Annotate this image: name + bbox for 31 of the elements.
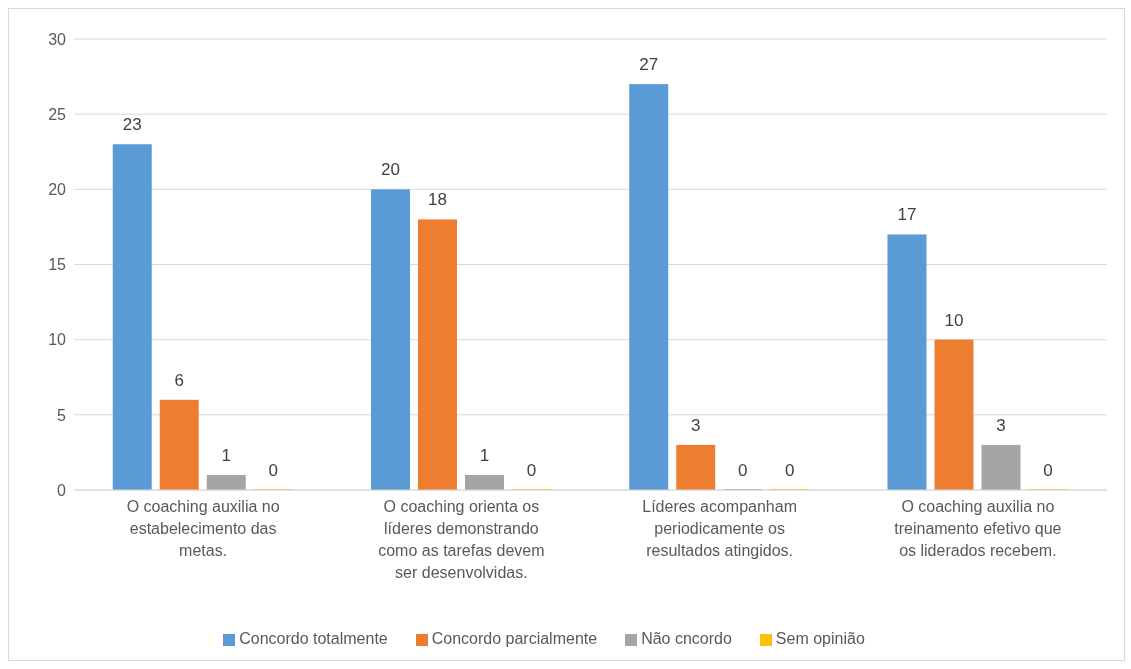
legend-label: Sem opinião: [775, 630, 865, 647]
y-tick-label: 15: [48, 256, 67, 274]
data-label: 17: [897, 205, 917, 225]
data-label: 1: [221, 445, 231, 465]
y-tick-label: 25: [48, 105, 67, 123]
legend-label: Concordo totalmente: [239, 630, 388, 647]
data-label: 0: [1043, 461, 1053, 480]
data-label: 27: [639, 55, 659, 75]
data-label: 18: [428, 190, 447, 210]
y-tick-label: 0: [57, 481, 67, 499]
legend-label: Concordo parcialmente: [431, 630, 598, 647]
data-label: 0: [785, 461, 795, 480]
y-tick-label: 10: [48, 331, 67, 349]
data-label: 3: [691, 415, 701, 435]
data-label: 23: [122, 115, 142, 135]
x-tick-label: O coaching auxilia no treinamento efetivo que os liderados recebem.: [894, 498, 1062, 559]
data-label: 10: [944, 310, 964, 330]
data-label: 3: [996, 415, 1006, 435]
x-tick-label: Líderes acompanham periodicamente os resultados atingidos.: [642, 498, 798, 559]
data-label: 0: [526, 461, 537, 480]
data-label: 0: [268, 461, 278, 480]
x-tick-label: O coaching auxilia no estabelecimento das metas.: [126, 498, 280, 559]
x-tick-label: O coaching orienta os líderes demonstrando como as tarefas devem ser desenvolvidas.: [378, 498, 545, 581]
y-tick-label: 5: [57, 406, 67, 424]
y-tick-label: 20: [48, 181, 67, 199]
data-label: 6: [174, 370, 184, 390]
legend-label: Não cncordo: [641, 630, 732, 647]
data-label: 20: [381, 160, 400, 180]
data-label: 1: [479, 445, 490, 465]
y-tick-label: 30: [48, 30, 67, 48]
data-label: 0: [738, 461, 748, 480]
